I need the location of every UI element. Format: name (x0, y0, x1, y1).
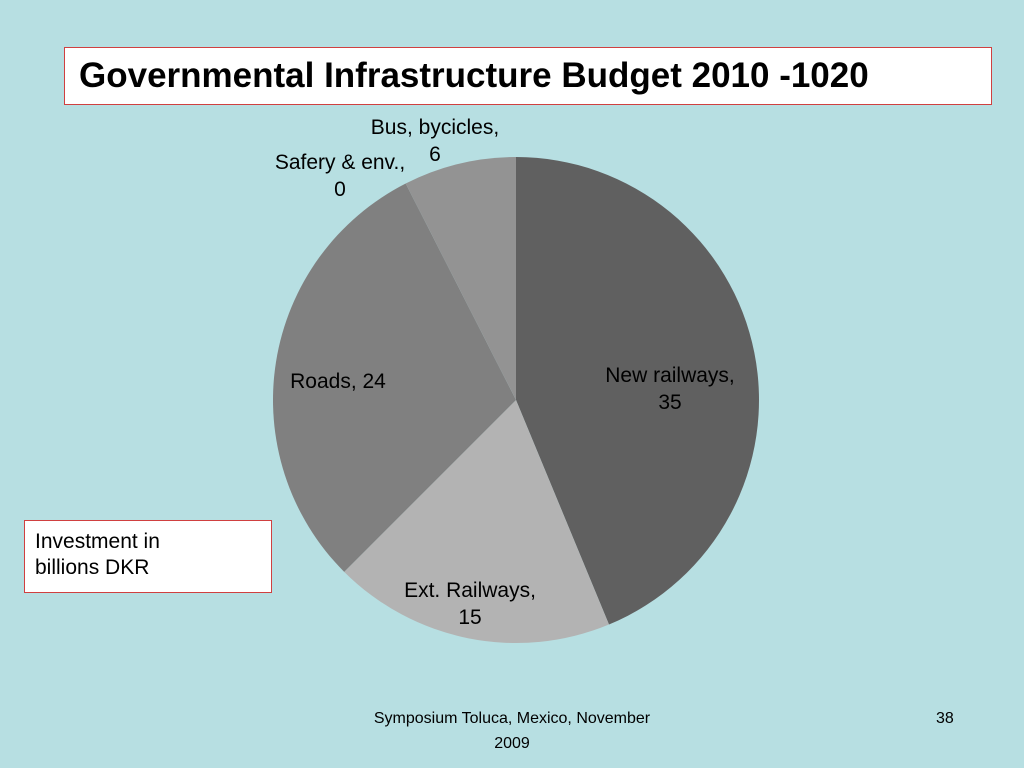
pie-slice-new-railways (516, 157, 760, 625)
slice-label-safery-env: Safery & env., 0 (275, 151, 405, 201)
slice-label-bus-bycicles: Bus, bycicles, 6 (371, 116, 499, 166)
slice-label-new-railways: New railways, 35 (605, 364, 735, 414)
chart-title: Governmental Infrastructure Budget 2010 … (79, 56, 869, 95)
pie-chart: New railways, 35 Ext. Railways, 15 Roads, 24… (272, 116, 760, 644)
slice-label-ext-railways: Ext. Railways, 15 (404, 579, 536, 629)
pie-slice-ext-railways (344, 400, 609, 644)
pie-slice-bus-bycicles (405, 157, 516, 400)
page-number: 38 (936, 710, 954, 727)
unit-note-box: Investment in billions DKR (24, 520, 272, 593)
chart-title-box: Governmental Infrastructure Budget 2010 … (64, 47, 992, 105)
slide-footer: Symposium Toluca, Mexico, November 2009 (373, 710, 651, 752)
unit-note: Investment in billions DKR (35, 530, 160, 579)
slice-label-roads: Roads, 24 (290, 370, 386, 393)
pie-slice-roads (272, 183, 516, 572)
